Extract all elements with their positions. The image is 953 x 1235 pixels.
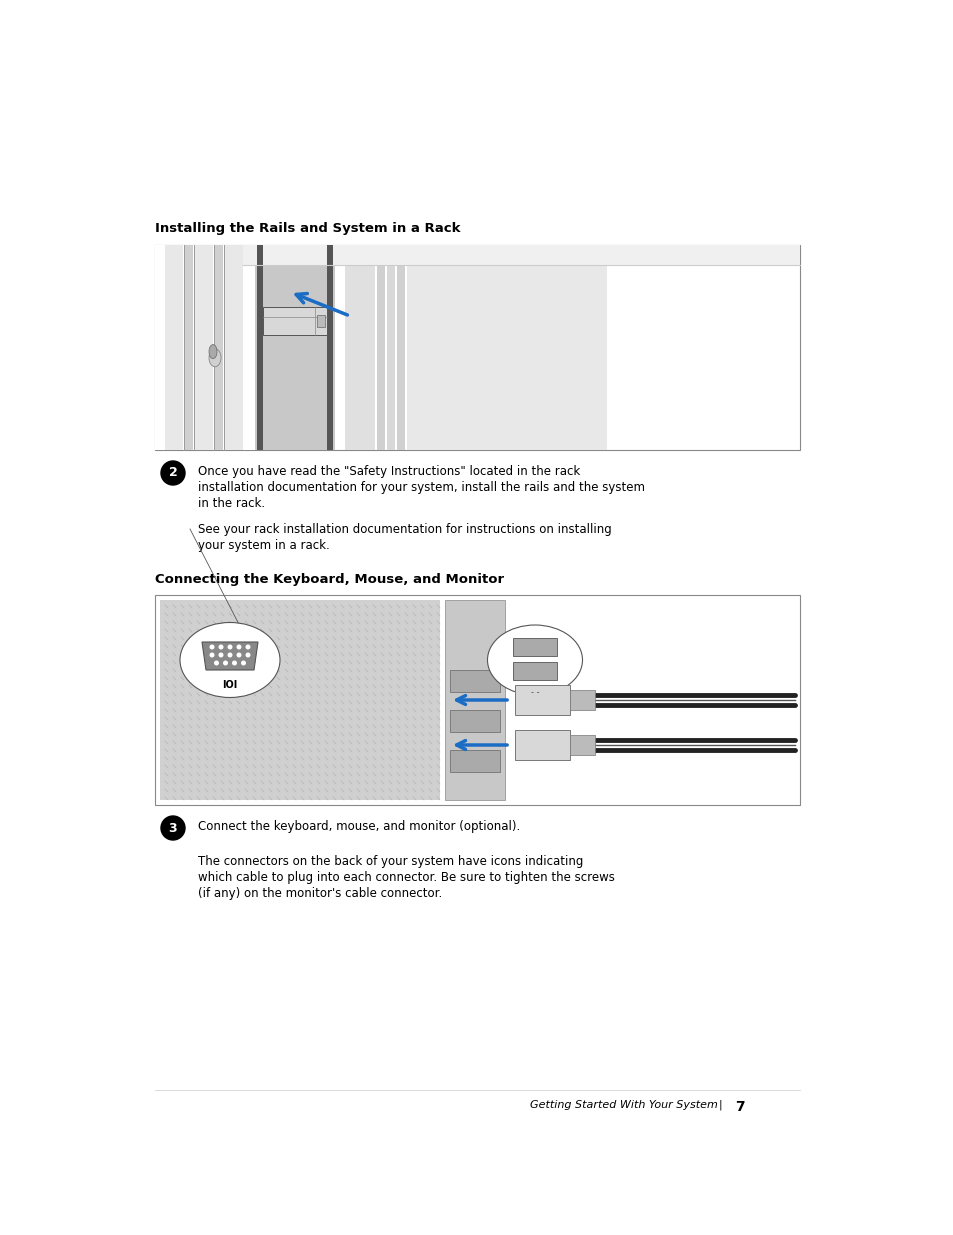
Circle shape <box>218 645 223 650</box>
Bar <box>345 245 375 450</box>
Bar <box>387 245 395 450</box>
Circle shape <box>161 461 185 485</box>
Text: IOI: IOI <box>222 680 237 690</box>
Circle shape <box>236 652 241 657</box>
Ellipse shape <box>209 345 216 358</box>
Bar <box>407 245 606 450</box>
Text: which cable to plug into each connector. Be sure to tighten the screws: which cable to plug into each connector.… <box>198 871 615 884</box>
Text: 2: 2 <box>169 467 177 479</box>
Bar <box>214 245 223 450</box>
Circle shape <box>227 652 233 657</box>
Bar <box>194 245 213 450</box>
Text: See your rack installation documentation for instructions on installing: See your rack installation documentation… <box>198 522 611 536</box>
Bar <box>185 245 193 450</box>
Circle shape <box>236 645 241 650</box>
Circle shape <box>213 661 219 666</box>
Bar <box>263 308 327 335</box>
Circle shape <box>218 652 223 657</box>
Text: 3: 3 <box>169 821 177 835</box>
Bar <box>160 600 439 800</box>
Bar <box>513 638 557 656</box>
Text: in the rack.: in the rack. <box>198 496 265 510</box>
Bar <box>515 685 569 715</box>
Bar <box>165 245 183 450</box>
Circle shape <box>245 652 251 657</box>
Bar <box>256 245 263 450</box>
Circle shape <box>245 645 251 650</box>
Text: Getting Started With Your System: Getting Started With Your System <box>530 1100 717 1110</box>
Text: 7: 7 <box>734 1100 744 1114</box>
Circle shape <box>232 661 236 666</box>
Text: (if any) on the monitor's cable connector.: (if any) on the monitor's cable connecto… <box>198 887 442 900</box>
Text: installation documentation for your system, install the rails and the system: installation documentation for your syst… <box>198 480 644 494</box>
Text: Connect the keyboard, mouse, and monitor (optional).: Connect the keyboard, mouse, and monitor… <box>198 820 519 832</box>
Circle shape <box>241 661 246 666</box>
Bar <box>316 315 325 327</box>
Bar <box>444 600 504 800</box>
Bar <box>154 595 800 805</box>
Bar <box>154 245 325 450</box>
Circle shape <box>223 661 228 666</box>
Bar <box>569 690 595 710</box>
Bar <box>450 671 499 692</box>
Circle shape <box>161 816 185 840</box>
Bar <box>450 710 499 732</box>
Bar <box>513 662 557 680</box>
Ellipse shape <box>209 348 221 367</box>
Circle shape <box>227 645 233 650</box>
Text: |: | <box>718 1100 721 1110</box>
Bar <box>225 245 243 450</box>
Text: Installing the Rails and System in a Rack: Installing the Rails and System in a Rac… <box>154 222 460 235</box>
Bar <box>569 735 595 755</box>
Text: your system in a rack.: your system in a rack. <box>198 538 330 552</box>
Circle shape <box>210 645 214 650</box>
Text: The connectors on the back of your system have icons indicating: The connectors on the back of your syste… <box>198 855 583 868</box>
Text: Once you have read the "Safety Instructions" located in the rack: Once you have read the "Safety Instructi… <box>198 466 579 478</box>
Text: - -: - - <box>530 688 538 697</box>
Bar <box>396 245 405 450</box>
Bar <box>254 245 335 450</box>
Ellipse shape <box>487 625 582 695</box>
Text: Connecting the Keyboard, Mouse, and Monitor: Connecting the Keyboard, Mouse, and Moni… <box>154 573 503 585</box>
Circle shape <box>210 652 214 657</box>
Bar <box>450 750 499 772</box>
Bar <box>327 245 333 450</box>
Bar <box>154 245 800 450</box>
Bar <box>376 245 385 450</box>
Ellipse shape <box>180 622 280 698</box>
Polygon shape <box>202 642 257 671</box>
Bar <box>243 245 800 266</box>
Bar <box>515 730 569 760</box>
